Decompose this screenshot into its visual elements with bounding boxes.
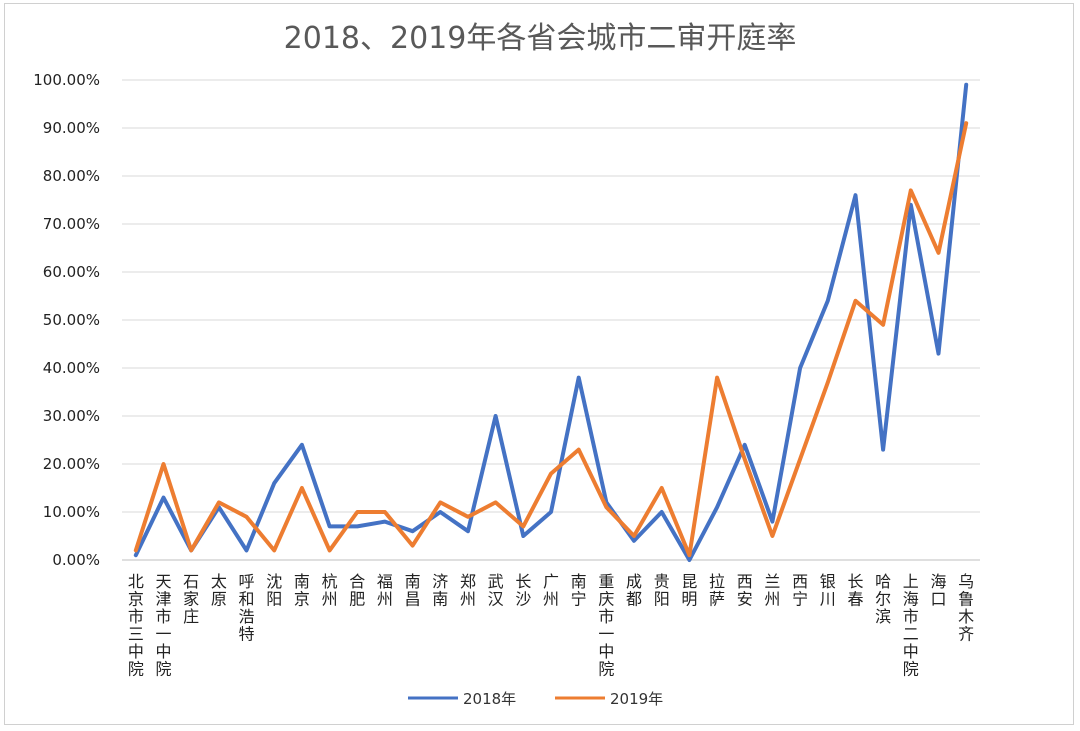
x-tick-label: 南昌 bbox=[405, 572, 421, 609]
chart-frame: 2018、2019年各省会城市二审开庭率 0.00% 10.00% 20.00% 30… bbox=[4, 3, 1074, 725]
x-tick-label: 昆明 bbox=[681, 572, 697, 609]
x-tick-label: 乌鲁木齐 bbox=[958, 572, 974, 644]
y-axis-ticks: 0.00% 10.00% 20.00% 30.00% 40.00% 50.00% 60.00… bbox=[33, 71, 100, 569]
y-tick-label: 0.00% bbox=[52, 551, 100, 569]
y-tick-label: 10.00% bbox=[43, 503, 100, 521]
x-tick-label: 拉萨 bbox=[709, 572, 725, 609]
y-tick-label: 100.00% bbox=[33, 71, 100, 89]
series-lines bbox=[133, 82, 969, 562]
x-tick-label: 上海市二中院 bbox=[903, 572, 919, 679]
y-tick-label: 20.00% bbox=[43, 455, 100, 473]
x-tick-label: 长沙 bbox=[515, 572, 531, 609]
y-tick-label: 90.00% bbox=[43, 119, 100, 137]
x-tick-label: 呼和浩特 bbox=[239, 572, 255, 644]
y-tick-label: 60.00% bbox=[43, 263, 100, 281]
x-tick-label: 成都 bbox=[626, 572, 642, 609]
y-tick-label: 30.00% bbox=[43, 407, 100, 425]
chart-title: 2018、2019年各省会城市二审开庭率 bbox=[284, 21, 797, 56]
x-tick-label: 沈阳 bbox=[266, 572, 282, 609]
x-tick-label: 广州 bbox=[543, 572, 559, 609]
x-tick-label: 银川 bbox=[820, 572, 836, 609]
x-tick-label: 兰州 bbox=[764, 572, 780, 609]
x-tick-label: 济南 bbox=[432, 572, 448, 609]
x-tick-label: 哈尔滨 bbox=[875, 572, 891, 626]
y-tick-label: 50.00% bbox=[43, 311, 100, 329]
y-tick-label: 80.00% bbox=[43, 167, 100, 185]
x-tick-label: 石家庄 bbox=[183, 572, 199, 626]
legend: 2018年 2019年 bbox=[408, 690, 663, 708]
x-tick-label: 武汉 bbox=[488, 572, 504, 609]
legend-label-2018: 2018年 bbox=[463, 690, 516, 708]
x-tick-label: 西安 bbox=[737, 572, 753, 609]
series-line-1 bbox=[133, 121, 969, 558]
x-tick-label: 海口 bbox=[930, 572, 946, 609]
x-axis-ticks: 北京市三中院天津市一中院石家庄太原呼和浩特沈阳南京杭州合肥福州南昌济南郑州武汉长… bbox=[128, 572, 974, 679]
line-chart: 2018、2019年各省会城市二审开庭率 0.00% 10.00% 20.00% 30… bbox=[33, 21, 980, 708]
x-tick-label: 西宁 bbox=[792, 572, 808, 609]
x-tick-label: 合肥 bbox=[349, 572, 365, 609]
y-tick-label: 40.00% bbox=[43, 359, 100, 377]
x-tick-label: 郑州 bbox=[460, 572, 476, 609]
x-tick-label: 杭州 bbox=[322, 572, 338, 609]
x-tick-label: 南京 bbox=[294, 572, 310, 609]
legend-label-2019: 2019年 bbox=[610, 690, 663, 708]
x-tick-label: 太原 bbox=[211, 572, 227, 609]
x-tick-label: 重庆市一中院 bbox=[598, 572, 614, 679]
x-tick-label: 贵阳 bbox=[654, 572, 670, 609]
y-tick-label: 70.00% bbox=[43, 215, 100, 233]
x-tick-label: 天津市一中院 bbox=[156, 572, 172, 679]
x-tick-label: 南宁 bbox=[571, 572, 587, 609]
x-tick-label: 北京市三中院 bbox=[128, 572, 144, 679]
x-tick-label: 长春 bbox=[847, 572, 863, 609]
x-tick-label: 福州 bbox=[377, 572, 393, 609]
gridlines bbox=[122, 79, 980, 561]
series-line-0 bbox=[133, 82, 969, 562]
